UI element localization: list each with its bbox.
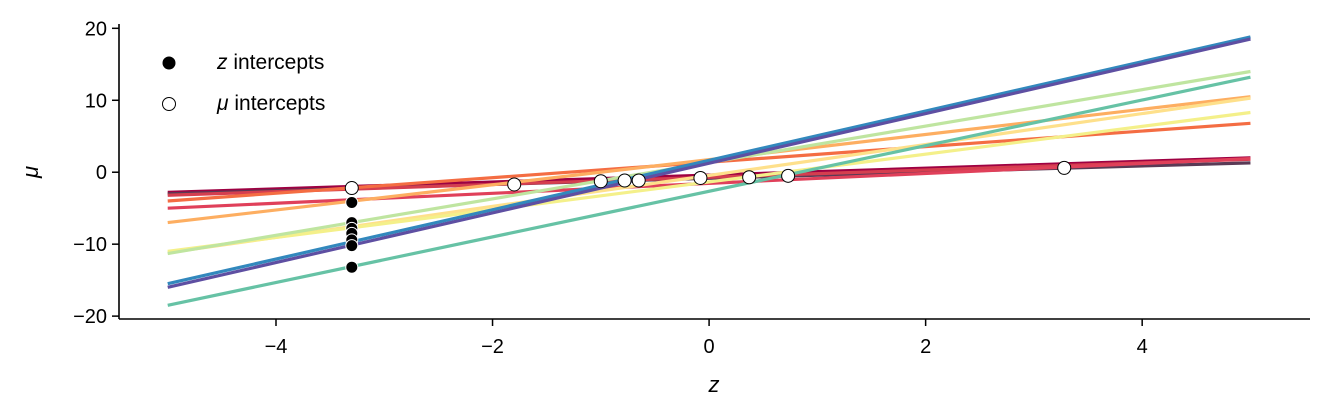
y-tick-label: −20 bbox=[73, 306, 107, 328]
legend-marker-z bbox=[162, 56, 176, 70]
mu-intercept-point bbox=[742, 170, 757, 185]
mu-intercept-point bbox=[693, 170, 708, 185]
intercept-markers bbox=[344, 160, 1072, 274]
mu-intercept-point bbox=[1057, 160, 1072, 175]
mu-intercept-point bbox=[593, 174, 608, 189]
series-line-11 bbox=[167, 35, 1251, 286]
x-tick-label: −2 bbox=[481, 336, 504, 358]
mu-intercept-point bbox=[631, 173, 646, 188]
series-lines bbox=[167, 35, 1251, 307]
mu-intercept-point bbox=[781, 168, 796, 183]
mu-intercept-point bbox=[617, 173, 632, 188]
z-intercept-point bbox=[345, 260, 359, 274]
series-line-8 bbox=[167, 110, 1251, 253]
x-axis-label: z bbox=[708, 372, 720, 397]
x-ticks: −4 −2 0 2 4 bbox=[265, 319, 1148, 358]
legend: z intercepts μ intercepts bbox=[162, 51, 325, 115]
legend-label-z: z intercepts bbox=[216, 51, 324, 74]
y-tick-label: 10 bbox=[85, 90, 107, 112]
y-axis-label: μ bbox=[18, 166, 43, 179]
mu-intercept-point bbox=[507, 177, 522, 192]
y-tick-label: 0 bbox=[96, 162, 107, 184]
y-ticks: −20 −10 0 10 20 bbox=[73, 18, 119, 328]
x-tick-label: 0 bbox=[704, 336, 715, 358]
z-intercept-point bbox=[345, 239, 359, 253]
legend-marker-mu bbox=[162, 97, 176, 111]
y-tick-label: −10 bbox=[73, 234, 107, 256]
z-intercept-point bbox=[345, 195, 359, 209]
x-tick-label: −4 bbox=[265, 336, 288, 358]
x-tick-label: 2 bbox=[920, 336, 931, 358]
mu-intercept-point bbox=[344, 181, 359, 196]
x-tick-label: 4 bbox=[1137, 336, 1148, 358]
y-tick-label: 20 bbox=[85, 18, 107, 40]
legend-label-mu: μ intercepts bbox=[216, 92, 325, 115]
